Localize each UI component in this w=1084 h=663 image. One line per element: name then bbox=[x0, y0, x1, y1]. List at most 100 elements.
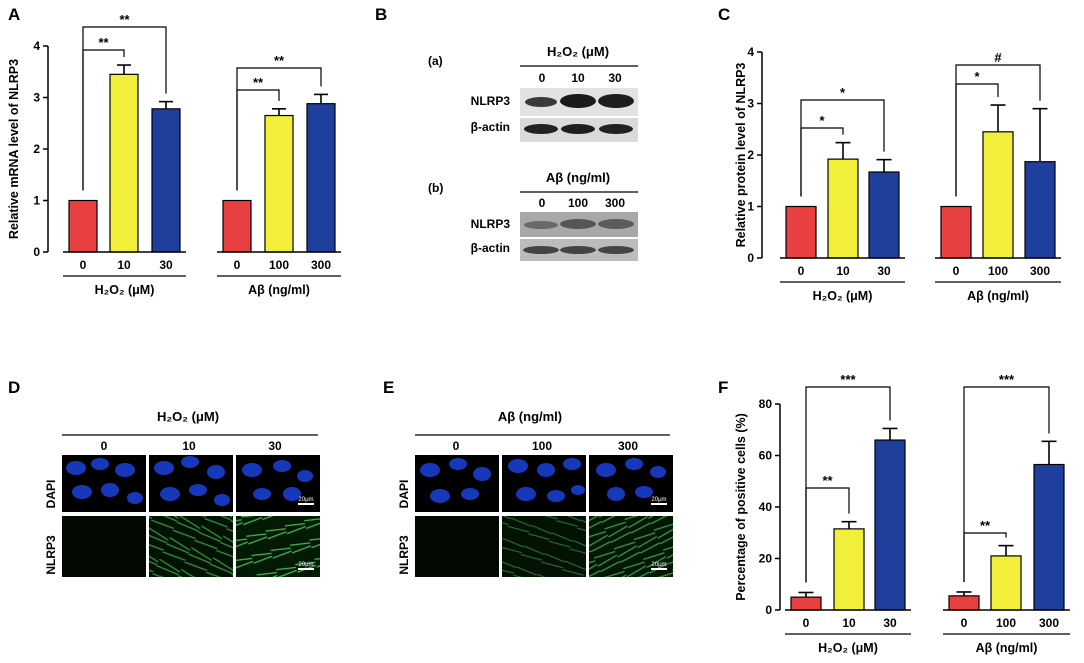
blot-a-band bbox=[560, 94, 596, 108]
nucleus-mark bbox=[253, 488, 271, 500]
significance-label: * bbox=[974, 69, 980, 84]
y-tick-label: 0 bbox=[747, 251, 754, 265]
fluorescence-panel-d: H₂O₂ (μM) 0 10 30 DAPI NLRP3 20μm 20μm bbox=[44, 409, 320, 577]
y-tick-label: 1 bbox=[747, 200, 754, 214]
panel-e-col-1: 0 bbox=[453, 439, 460, 453]
panel-letter-d: D bbox=[8, 378, 21, 397]
x-tick-label: 0 bbox=[80, 258, 87, 272]
nucleus-mark bbox=[473, 467, 491, 481]
significance-label: ** bbox=[822, 473, 833, 488]
nucleus-mark bbox=[66, 461, 86, 475]
western-blot-b: (a) H₂O₂ (μM) 0 10 30 NLRP3 β-actin (b) … bbox=[428, 44, 638, 261]
panel-d-col-3: 30 bbox=[268, 439, 282, 453]
y-tick-label: 2 bbox=[747, 148, 754, 162]
nucleus-mark bbox=[547, 490, 565, 502]
blot-a-band bbox=[524, 124, 558, 134]
bar-g2-1 bbox=[940, 205, 972, 259]
blot-b-lane-2: 100 bbox=[568, 196, 588, 210]
blot-a-band bbox=[561, 124, 595, 134]
y-axis-label: Relative mRNA level of NLRP3 bbox=[7, 59, 21, 239]
blot-b-band bbox=[523, 246, 559, 254]
significance-bracket bbox=[963, 386, 1050, 582]
nucleus-mark bbox=[297, 470, 313, 482]
y-tick-label: 80 bbox=[759, 397, 773, 411]
bar-g2-1 bbox=[222, 199, 252, 253]
x-tick-label: 0 bbox=[803, 616, 810, 630]
x-tick-label: 100 bbox=[269, 258, 289, 272]
significance-label: ** bbox=[253, 75, 264, 90]
micrograph-tile bbox=[415, 516, 499, 577]
micrograph-tile bbox=[236, 516, 320, 577]
x-tick-label: 0 bbox=[953, 264, 960, 278]
x-tick-label: 30 bbox=[159, 258, 173, 272]
x-tick-label: 0 bbox=[961, 616, 968, 630]
nucleus-mark bbox=[181, 456, 199, 468]
nucleus-mark bbox=[625, 458, 643, 470]
y-tick-label: 0 bbox=[765, 603, 772, 617]
x-tick-label: 0 bbox=[798, 264, 805, 278]
significance-label: ** bbox=[98, 35, 109, 50]
nucleus-mark bbox=[449, 458, 467, 470]
bar-chart-c: 0 1 2 3 4 Relative protein level of NLRP3 0 10 3… bbox=[734, 45, 1061, 303]
bar-g1-3 bbox=[151, 108, 181, 253]
blot-a-row-nlrp3: NLRP3 bbox=[471, 94, 511, 108]
panel-e-row-nlrp3: NLRP3 bbox=[397, 535, 411, 575]
significance-bracket bbox=[805, 386, 891, 583]
bar-g1-2 bbox=[827, 158, 859, 259]
x-tick-label: 300 bbox=[1039, 616, 1059, 630]
panel-letter-c: C bbox=[718, 5, 731, 24]
x-tick-label: 30 bbox=[883, 616, 897, 630]
bar-g1-3 bbox=[868, 171, 900, 259]
blot-a-row-actin: β-actin bbox=[471, 120, 510, 134]
panel-letter-f: F bbox=[718, 378, 729, 397]
nucleus-mark bbox=[430, 489, 450, 503]
bar-g2-3 bbox=[1033, 463, 1065, 611]
panel-e-col-3: 300 bbox=[618, 439, 638, 453]
group-label: Aβ (ng/ml) bbox=[967, 289, 1029, 303]
x-tick-label: 300 bbox=[1030, 264, 1050, 278]
blot-b-band bbox=[598, 246, 634, 254]
x-tick-label: 30 bbox=[877, 264, 891, 278]
nucleus-mark bbox=[563, 458, 581, 470]
x-tick-label: 100 bbox=[996, 616, 1016, 630]
y-tick-label: 0 bbox=[33, 245, 40, 259]
bar-g2-1 bbox=[948, 595, 980, 611]
blot-a-lane-1: 0 bbox=[539, 71, 546, 85]
bar-chart-f: 0 20 40 60 80 Percentage of positive cells (%… bbox=[734, 372, 1070, 655]
x-tick-label: 10 bbox=[117, 258, 131, 272]
micrograph-tile bbox=[62, 516, 146, 577]
micrograph-tile bbox=[149, 516, 233, 577]
bar-g1-3 bbox=[874, 439, 906, 611]
panel-d-row-nlrp3: NLRP3 bbox=[44, 535, 58, 575]
micrograph-tile bbox=[589, 516, 673, 577]
x-tick-label: 300 bbox=[311, 258, 331, 272]
blot-a-lane-3: 30 bbox=[608, 71, 622, 85]
panel-e-col-2: 100 bbox=[532, 439, 552, 453]
x-tick-label: 100 bbox=[988, 264, 1008, 278]
blot-b-lane-1: 0 bbox=[539, 196, 546, 210]
significance-label: *** bbox=[999, 372, 1015, 387]
blot-b-tag: (b) bbox=[428, 181, 443, 195]
significance-bracket bbox=[800, 99, 885, 197]
group-label: Aβ (ng/ml) bbox=[976, 641, 1038, 655]
scale-bar-label: 20μm bbox=[298, 562, 313, 568]
blot-a-tag: (a) bbox=[428, 54, 443, 68]
panel-d-header: H₂O₂ (μM) bbox=[157, 409, 219, 424]
panel-d-col-2: 10 bbox=[182, 439, 196, 453]
nucleus-mark bbox=[115, 463, 135, 477]
nucleus-mark bbox=[72, 485, 92, 499]
significance-bracket bbox=[82, 26, 167, 191]
y-tick-label: 60 bbox=[759, 449, 773, 463]
y-axis-label: Relative protein level of NLRP3 bbox=[734, 63, 748, 248]
nucleus-mark bbox=[154, 461, 174, 475]
y-tick-label: 3 bbox=[33, 91, 40, 105]
panel-letter-e: E bbox=[383, 378, 395, 397]
y-tick-label: 3 bbox=[747, 97, 754, 111]
significance-label: *** bbox=[840, 372, 856, 387]
nucleus-mark bbox=[207, 465, 225, 479]
blot-b-band bbox=[560, 246, 596, 254]
y-axis-label: Percentage of positive cells (%) bbox=[734, 413, 748, 601]
blot-b-row-nlrp3: NLRP3 bbox=[471, 217, 511, 231]
blot-a-band bbox=[525, 97, 557, 107]
bar-g2-2 bbox=[990, 555, 1022, 611]
